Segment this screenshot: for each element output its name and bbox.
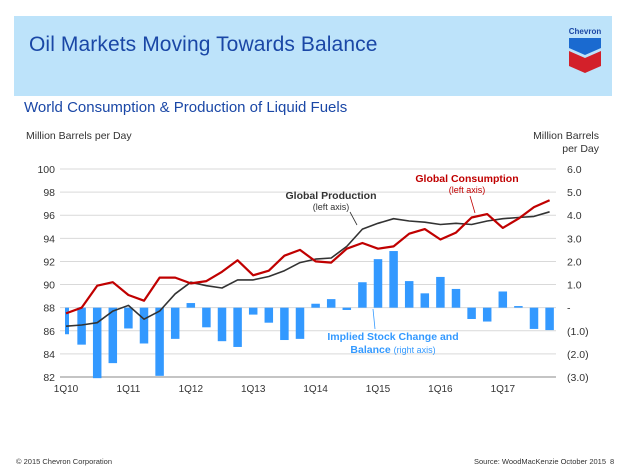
y-tick-right: (3.0) [567,372,589,384]
stock-change-legend-note: (right axis) [394,345,436,355]
stock-change-bar [420,293,430,308]
stock-change-bar [92,307,102,379]
consumption-line [65,199,551,315]
consumption-legend-label: Global Consumption [415,173,518,185]
chevron-logo-blue-icon [569,38,601,55]
y-tick-left: 90 [43,280,55,292]
stock-change-bar [124,307,133,329]
stock-change-legend-line1: Implied Stock Change and [327,331,458,343]
stock-change-bar [358,282,367,308]
stock-change-bar [139,307,149,344]
y-tick-right: 4.0 [567,210,582,222]
production-legend-label: Global Production [286,190,377,202]
y-tick-left: 96 [43,210,55,222]
page-number: 8 [610,457,615,466]
chart-title: World Consumption & Production of Liquid… [24,99,348,116]
production-legend-note: (left axis) [313,202,350,212]
stock-change-bar [186,303,196,308]
stock-change-bar [233,307,242,347]
source-note: Source: WoodMacKenzie October 2015 [474,457,607,466]
y-tick-right: 2.0 [567,256,582,268]
stock-change-bar [342,307,352,310]
stock-change-bar [545,307,554,331]
production-line [65,211,550,327]
stock-change-bar [404,281,414,308]
stock-change-bar [170,307,180,339]
stock-change-bar [155,307,164,376]
y-tick-left: 100 [37,164,55,176]
stock-change-bar [467,307,476,319]
stock-change-bar [248,307,258,315]
stock-change-bar [373,259,383,308]
y-tick-left: 98 [43,187,55,199]
stock-change-bar [217,307,227,342]
y-tick-right: 6.0 [567,164,582,176]
y-tick-left: 84 [43,349,55,361]
copyright: © 2015 Chevron Corporation [16,457,112,466]
chevron-logo-red-icon [569,51,601,73]
stock-change-bar [389,251,398,308]
stock-change-bar [436,276,445,308]
title-banner [14,16,511,96]
stock-change-bar [280,307,289,341]
y-tick-left: 86 [43,326,55,338]
y-tick-left: 88 [43,303,55,315]
stock-change-bar [295,307,305,339]
stock-change-bar [108,307,118,364]
stock-change-bar [202,307,211,328]
consumption-callout-line [469,195,476,214]
stock-change-legend-line2: Balance (right axis) [350,344,435,356]
x-tick-label: 1Q14 [303,384,328,395]
stock-change-bar [514,306,523,308]
y-axis-left-label: Million Barrels per Day [26,130,132,142]
y-tick-right: (2.0) [567,349,589,361]
x-tick-label: 1Q11 [117,384,141,395]
stock-change-bar [498,291,508,308]
stock-change-bar [77,307,86,345]
y-tick-left: 92 [43,256,55,268]
x-tick-label: 1Q16 [428,384,453,395]
y-tick-right: 1.0 [567,280,582,292]
y-tick-right: 3.0 [567,233,582,245]
stock-change-legend-label: Implied Stock Change and [327,331,458,343]
stock-change-bar [529,307,539,329]
stock-change-bar [451,288,461,308]
x-tick-label: 1Q10 [54,384,79,395]
y-axis-right-label: Million Barrels per Day [533,130,599,155]
x-tick-label: 1Q17 [491,384,516,395]
stock-change-bar [311,303,320,308]
y-tick-right: 5.0 [567,187,582,199]
stock-change-callout-line [372,308,376,330]
x-tick-label: 1Q15 [366,384,391,395]
stock-change-bar [264,307,274,323]
y-tick-left: 94 [43,233,55,245]
production-callout-line [349,211,358,226]
stock-change-bar [482,307,492,322]
x-tick-label: 1Q12 [179,384,204,395]
page-title: Oil Markets Moving Towards Balance [29,33,378,56]
stock-change-bar [65,307,69,335]
chevron-logo-text: Chevron [569,27,602,36]
chevron-logo: Chevron [569,27,602,73]
y-tick-left: 82 [43,372,55,384]
y-tick-right: (1.0) [567,326,589,338]
stock-change-bar [326,299,336,308]
x-tick-label: 1Q13 [241,384,266,395]
stock-change-legend-balance: Balance [350,344,393,356]
y-tick-right: - [567,303,571,315]
consumption-legend-note: (left axis) [449,185,486,195]
